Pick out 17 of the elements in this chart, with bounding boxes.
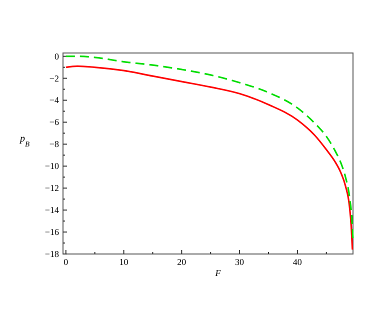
y-tick-label: −12 — [44, 183, 59, 194]
y-tick-label: −14 — [44, 205, 60, 216]
y-tick-label: −4 — [49, 95, 60, 106]
y-tick-label: −6 — [49, 117, 60, 128]
x-tick-label: 40 — [292, 257, 302, 267]
y-tick-label: −10 — [44, 161, 60, 172]
x-tick-label: 20 — [177, 257, 187, 267]
y-axis-title: p$_{B}$ — [19, 134, 30, 148]
x-axis-title: F — [214, 268, 222, 278]
y-tick-label: −18 — [44, 249, 60, 259]
x-tick-label: 10 — [119, 257, 129, 267]
x-tick-label: 30 — [235, 257, 245, 267]
y-tick-label: −2 — [49, 73, 59, 84]
x-tick-label: 0 — [64, 257, 69, 267]
y-tick-label: −16 — [44, 227, 60, 238]
y-tick-label: 0 — [54, 51, 60, 62]
y-tick-label: −8 — [49, 139, 60, 150]
